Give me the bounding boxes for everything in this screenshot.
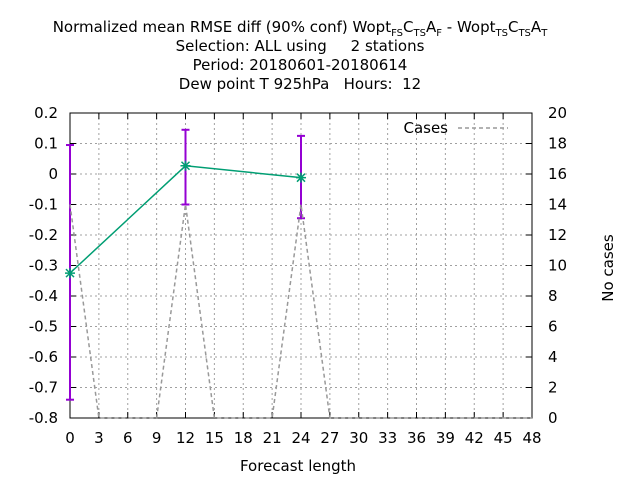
y-tick-label: -0.1 bbox=[29, 196, 58, 214]
y2-tick-label: 6 bbox=[548, 318, 558, 336]
data-point-marker bbox=[296, 172, 306, 183]
y-tick-label: -0.8 bbox=[29, 409, 58, 427]
y2-tick-label: 8 bbox=[548, 287, 558, 305]
x-tick-label: 21 bbox=[263, 429, 282, 447]
y2-tick-label: 12 bbox=[548, 226, 567, 244]
x-tick-label: 39 bbox=[436, 429, 455, 447]
y2-axis-ticks: 0 2 4 6 8 10 12 14 16 18 20 bbox=[526, 104, 567, 427]
y-axis-ticks: -0.8 -0.7 -0.6 -0.5 -0.4 -0.3 -0.2 -0.1 0 0.1 0.2 bbox=[29, 104, 76, 427]
y-tick-label: -0.7 bbox=[29, 379, 58, 397]
plot-area bbox=[65, 128, 532, 419]
y-tick-label: -0.6 bbox=[29, 348, 58, 366]
x-tick-label: 42 bbox=[465, 429, 484, 447]
chart-title: Normalized mean RMSE diff (90% conf) Wop… bbox=[53, 18, 548, 93]
y-tick-label: 0.1 bbox=[34, 135, 58, 153]
x-tick-label: 12 bbox=[176, 429, 195, 447]
x-tick-label: 33 bbox=[378, 429, 397, 447]
x-tick-label: 18 bbox=[234, 429, 253, 447]
y-tick-label: 0.2 bbox=[34, 104, 58, 122]
y2-tick-label: 16 bbox=[548, 165, 567, 183]
x-tick-label: 3 bbox=[94, 429, 104, 447]
y-tick-label: -0.3 bbox=[29, 257, 58, 275]
x-tick-label: 24 bbox=[291, 429, 310, 447]
title-line-3: Period: 20180601-20180614 bbox=[193, 56, 408, 74]
y2-tick-label: 14 bbox=[548, 196, 567, 214]
y2-tick-label: 10 bbox=[548, 257, 567, 275]
title-line-4: Dew point T 925hPa Hours: 12 bbox=[179, 75, 421, 93]
y2-tick-label: 0 bbox=[548, 409, 558, 427]
legend: Cases bbox=[403, 119, 508, 137]
legend-label-cases: Cases bbox=[403, 119, 448, 137]
x-tick-label: 6 bbox=[123, 429, 133, 447]
x-axis-ticks: 0 3 6 9 12 15 18 21 24 27 30 33 36 39 42 45 48 bbox=[65, 113, 542, 447]
x-tick-label: 27 bbox=[320, 429, 339, 447]
cases-series-line bbox=[69, 204, 532, 419]
x-tick-label: 30 bbox=[349, 429, 368, 447]
y-tick-label: -0.5 bbox=[29, 318, 58, 336]
x-axis-title: Forecast length bbox=[240, 457, 356, 475]
x-tick-label: 45 bbox=[494, 429, 513, 447]
y-tick-label: 0 bbox=[48, 165, 58, 183]
x-tick-label: 15 bbox=[205, 429, 224, 447]
x-tick-label: 36 bbox=[407, 429, 426, 447]
y2-tick-label: 18 bbox=[548, 135, 567, 153]
title-line-2: Selection: ALL using 2 stations bbox=[176, 37, 425, 55]
data-point-marker bbox=[65, 268, 75, 279]
y2-axis-title: No cases bbox=[599, 234, 617, 302]
y-tick-label: -0.4 bbox=[29, 287, 58, 305]
y2-tick-label: 2 bbox=[548, 379, 558, 397]
title-line-1: Normalized mean RMSE diff (90% conf) Wop… bbox=[53, 18, 548, 39]
x-tick-label: 48 bbox=[522, 429, 541, 447]
y2-tick-label: 4 bbox=[548, 348, 558, 366]
x-tick-label: 9 bbox=[152, 429, 162, 447]
y2-tick-label: 20 bbox=[548, 104, 567, 122]
x-tick-label: 0 bbox=[65, 429, 75, 447]
y-tick-label: -0.2 bbox=[29, 226, 58, 244]
data-point-marker bbox=[180, 160, 191, 171]
